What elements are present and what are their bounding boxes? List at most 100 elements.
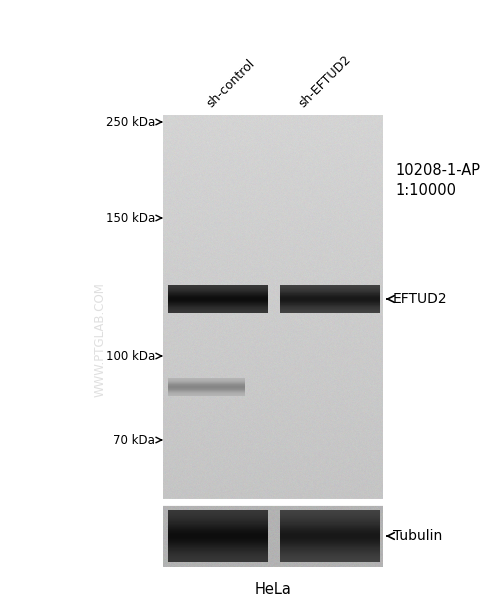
Bar bbox=[280, 523, 380, 524]
Bar bbox=[280, 517, 380, 518]
Bar bbox=[168, 533, 268, 534]
Bar bbox=[280, 535, 380, 536]
Bar bbox=[280, 537, 380, 538]
Bar bbox=[168, 560, 268, 561]
Text: 250 kDa: 250 kDa bbox=[106, 115, 162, 128]
Bar bbox=[168, 556, 268, 557]
Bar bbox=[168, 531, 268, 532]
Bar bbox=[168, 514, 268, 515]
Bar bbox=[280, 554, 380, 555]
Bar bbox=[168, 515, 268, 516]
Bar bbox=[168, 540, 268, 541]
Bar bbox=[280, 527, 380, 529]
Bar bbox=[280, 541, 380, 542]
Bar bbox=[168, 541, 268, 542]
Bar bbox=[168, 517, 268, 518]
Text: 70 kDa: 70 kDa bbox=[113, 433, 162, 446]
Bar bbox=[168, 543, 268, 544]
Text: HeLa: HeLa bbox=[254, 582, 292, 597]
Bar bbox=[168, 511, 268, 512]
Bar bbox=[280, 543, 380, 544]
Bar bbox=[280, 513, 380, 514]
Text: WWW.PTGLAB.COM: WWW.PTGLAB.COM bbox=[94, 283, 106, 397]
Bar bbox=[168, 526, 268, 527]
Bar bbox=[168, 559, 268, 560]
Bar bbox=[168, 538, 268, 539]
Bar bbox=[168, 524, 268, 526]
Bar bbox=[280, 532, 380, 533]
Text: EFTUD2: EFTUD2 bbox=[387, 292, 448, 306]
Bar bbox=[280, 561, 380, 562]
Bar bbox=[168, 512, 268, 513]
Bar bbox=[168, 516, 268, 517]
Bar bbox=[280, 521, 380, 523]
Bar bbox=[280, 536, 380, 537]
Bar bbox=[168, 521, 268, 523]
Bar bbox=[280, 553, 380, 554]
Bar bbox=[168, 536, 268, 537]
Bar bbox=[168, 537, 268, 538]
Bar bbox=[168, 558, 268, 559]
Text: sh-control: sh-control bbox=[204, 57, 257, 110]
Bar bbox=[280, 556, 380, 557]
Bar bbox=[280, 531, 380, 532]
Bar bbox=[280, 520, 380, 521]
Bar bbox=[168, 530, 268, 531]
Bar bbox=[280, 526, 380, 527]
Bar bbox=[280, 514, 380, 515]
Text: 10208-1-AP
1:10000: 10208-1-AP 1:10000 bbox=[395, 163, 480, 198]
Bar bbox=[280, 524, 380, 526]
Bar bbox=[280, 511, 380, 512]
Bar bbox=[168, 550, 268, 551]
Bar bbox=[168, 534, 268, 535]
Bar bbox=[280, 518, 380, 520]
Bar bbox=[168, 547, 268, 548]
Bar bbox=[168, 551, 268, 553]
Bar bbox=[168, 539, 268, 540]
Bar bbox=[280, 547, 380, 548]
Bar bbox=[168, 529, 268, 530]
Bar bbox=[168, 545, 268, 547]
Bar bbox=[280, 550, 380, 551]
Text: sh-EFTUD2: sh-EFTUD2 bbox=[296, 53, 353, 110]
Text: Tubulin: Tubulin bbox=[387, 529, 442, 543]
Bar bbox=[168, 520, 268, 521]
Bar bbox=[280, 529, 380, 530]
Bar bbox=[280, 539, 380, 540]
Bar bbox=[280, 545, 380, 547]
Bar bbox=[280, 530, 380, 531]
Bar bbox=[280, 548, 380, 550]
Bar bbox=[280, 512, 380, 513]
Bar bbox=[280, 515, 380, 516]
Bar bbox=[168, 523, 268, 524]
Bar bbox=[168, 532, 268, 533]
Bar bbox=[280, 551, 380, 553]
Bar bbox=[168, 518, 268, 520]
Bar bbox=[168, 553, 268, 554]
Bar bbox=[168, 542, 268, 543]
Text: 150 kDa: 150 kDa bbox=[106, 211, 162, 224]
Bar bbox=[280, 542, 380, 543]
Bar bbox=[168, 561, 268, 562]
Bar bbox=[280, 510, 380, 511]
Bar bbox=[280, 540, 380, 541]
Text: 100 kDa: 100 kDa bbox=[106, 349, 162, 362]
Bar bbox=[280, 534, 380, 535]
Bar bbox=[168, 554, 268, 555]
Bar bbox=[280, 559, 380, 560]
Bar bbox=[280, 558, 380, 559]
Bar bbox=[168, 513, 268, 514]
Bar bbox=[168, 527, 268, 529]
Bar bbox=[280, 538, 380, 539]
Bar bbox=[280, 557, 380, 558]
Bar bbox=[280, 544, 380, 545]
Bar bbox=[168, 548, 268, 550]
Bar bbox=[280, 516, 380, 517]
Bar bbox=[168, 510, 268, 511]
Bar bbox=[168, 557, 268, 558]
Bar bbox=[280, 560, 380, 561]
Bar bbox=[168, 544, 268, 545]
Bar bbox=[168, 535, 268, 536]
Bar bbox=[168, 555, 268, 556]
Bar bbox=[280, 555, 380, 556]
